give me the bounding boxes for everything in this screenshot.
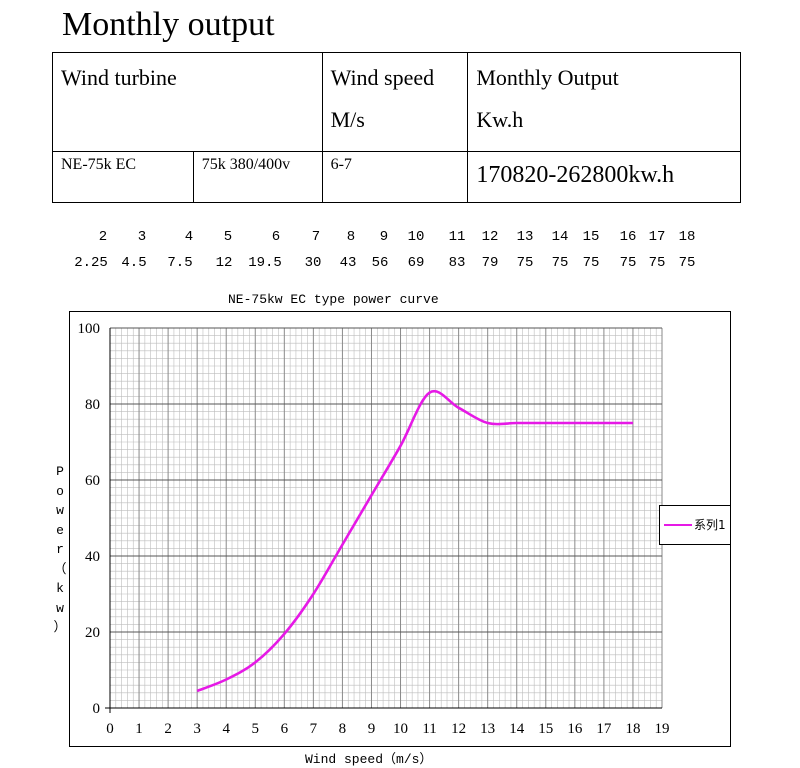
y-axis-label-char: w: [56, 600, 64, 616]
x-tick-label: 6: [281, 721, 289, 737]
wind-speed-value: 9: [379, 229, 389, 245]
header-output-unit: Kw.h: [476, 107, 524, 132]
x-tick-label: 2: [164, 721, 172, 737]
wind-speed-value: 4: [184, 229, 194, 245]
y-tick-label: 40: [85, 549, 100, 565]
x-tick-label: 3: [193, 721, 201, 737]
series-line-系列1: [196, 389, 633, 693]
x-tick-label: 5: [252, 721, 260, 737]
wind-speed-value: 12: [481, 229, 499, 245]
wind-speed-value: 6: [271, 229, 281, 245]
header-output-cell: Monthly Output Kw.h: [467, 52, 741, 152]
x-tick-label: 13: [480, 721, 495, 737]
power-value: 75: [648, 255, 666, 271]
header-turbine: Wind turbine: [61, 65, 177, 90]
output-range-value: 170820-262800kw.h: [476, 162, 675, 188]
power-row: 2.25 4.5 7.5 12 19.5 30 43 56 69 83 79 75 75 75 75 75 75: [0, 0, 800, 271]
header-speed-unit: M/s: [330, 107, 365, 132]
power-value: 7.5: [167, 255, 193, 271]
power-value: 75: [516, 255, 534, 271]
legend-swatch: [664, 524, 692, 526]
x-tick-label: 0: [106, 721, 114, 737]
x-tick-label: 9: [368, 721, 376, 737]
y-axis-label-char: ）: [53, 620, 67, 635]
speed-range-cell: 6-7: [321, 151, 469, 203]
x-tick-label: 4: [222, 721, 230, 737]
power-value: 56: [371, 255, 389, 271]
spec-table: Wind turbine Wind speed M/s Monthly Outpu…: [52, 52, 741, 203]
x-tick-label: 8: [339, 721, 347, 737]
y-axis-label-char: w: [56, 503, 64, 518]
wind-speed-value: 17: [648, 229, 666, 245]
x-tick-label: 16: [567, 721, 583, 737]
wind-speed-value: 10: [407, 229, 425, 245]
model-cell: NE-75k EC: [52, 151, 194, 203]
x-tick-label: 14: [509, 721, 525, 737]
y-tick-label: 0: [93, 701, 101, 717]
wind-speed-value: 15: [582, 229, 600, 245]
power-value: 30: [304, 255, 322, 271]
wind-speed-value: 2: [98, 229, 108, 245]
y-tick-label: 60: [85, 473, 100, 489]
wind-speed-value: 18: [678, 229, 696, 245]
header-speed: Wind speed: [330, 65, 435, 90]
power-value: 69: [407, 255, 425, 271]
wind-speed-row: 2 3 4 5 6 7 8 9 10 11 12 13 14 15 16 17 18: [0, 0, 800, 245]
output-range-cell: 170820-262800kw.h: [467, 151, 741, 203]
x-tick-label: 19: [655, 721, 670, 737]
y-tick-label: 80: [85, 397, 100, 413]
x-tick-label: 11: [422, 721, 436, 737]
wind-speed-value: 16: [619, 229, 637, 245]
wind-speed-value: 7: [311, 229, 321, 245]
power-value: 75: [619, 255, 637, 271]
y-axis-label-char: r: [56, 542, 64, 557]
power-value: 43: [339, 255, 357, 271]
x-tick-label: 17: [596, 721, 612, 737]
power-value: 19.5: [248, 255, 282, 271]
page-title: Monthly output: [62, 6, 275, 43]
power-value: 79: [481, 255, 499, 271]
y-axis-label-char: （: [53, 561, 67, 577]
x-tick-label: 10: [393, 721, 408, 737]
speed-range-value: 6-7: [330, 156, 352, 173]
header-turbine-cell: Wind turbine: [52, 52, 323, 152]
y-tick-label: 100: [78, 321, 101, 337]
power-value: 75: [551, 255, 569, 271]
voltage-value: 75k 380/400v: [201, 156, 291, 173]
model-value: NE-75k EC: [61, 156, 137, 173]
x-tick-label: 18: [625, 721, 640, 737]
x-tick-label: 12: [451, 721, 466, 737]
spec-header-row: Wind turbine Wind speed M/s Monthly Outpu…: [52, 52, 741, 152]
power-value: 4.5: [121, 255, 147, 271]
wind-speed-value: 5: [223, 229, 233, 245]
power-value: 2.25: [74, 255, 108, 271]
y-axis-label-char: e: [56, 522, 64, 538]
x-axis-label: Wind speed（m/s）: [305, 752, 433, 767]
wind-speed-value: 11: [448, 229, 466, 245]
wind-speed-value: 14: [551, 229, 569, 245]
chart-title: NE-75kw EC type power curve: [228, 292, 439, 307]
wind-speed-value: 13: [516, 229, 534, 245]
x-tick-label: 7: [310, 721, 318, 737]
power-value: 75: [678, 255, 696, 271]
header-output: Monthly Output: [476, 65, 619, 90]
power-value: 12: [215, 255, 233, 271]
legend-label: 系列1: [694, 518, 726, 532]
y-axis-label-char: o: [56, 483, 64, 499]
power-value: 75: [582, 255, 600, 271]
wind-speed-value: 3: [137, 229, 147, 245]
y-axis-label-char: P: [56, 464, 64, 479]
wind-speed-value: 8: [346, 229, 356, 245]
chart-legend: 系列1: [659, 505, 731, 545]
x-tick-label: 15: [538, 721, 553, 737]
y-axis-label-char: k: [56, 581, 64, 596]
spec-data-row: NE-75k EC 75k 380/400v 6-7 170820-262800…: [52, 151, 741, 203]
voltage-cell: 75k 380/400v: [192, 151, 323, 203]
power-value: 83: [448, 255, 466, 271]
y-tick-label: 20: [85, 625, 100, 641]
x-tick-label: 1: [135, 721, 143, 737]
